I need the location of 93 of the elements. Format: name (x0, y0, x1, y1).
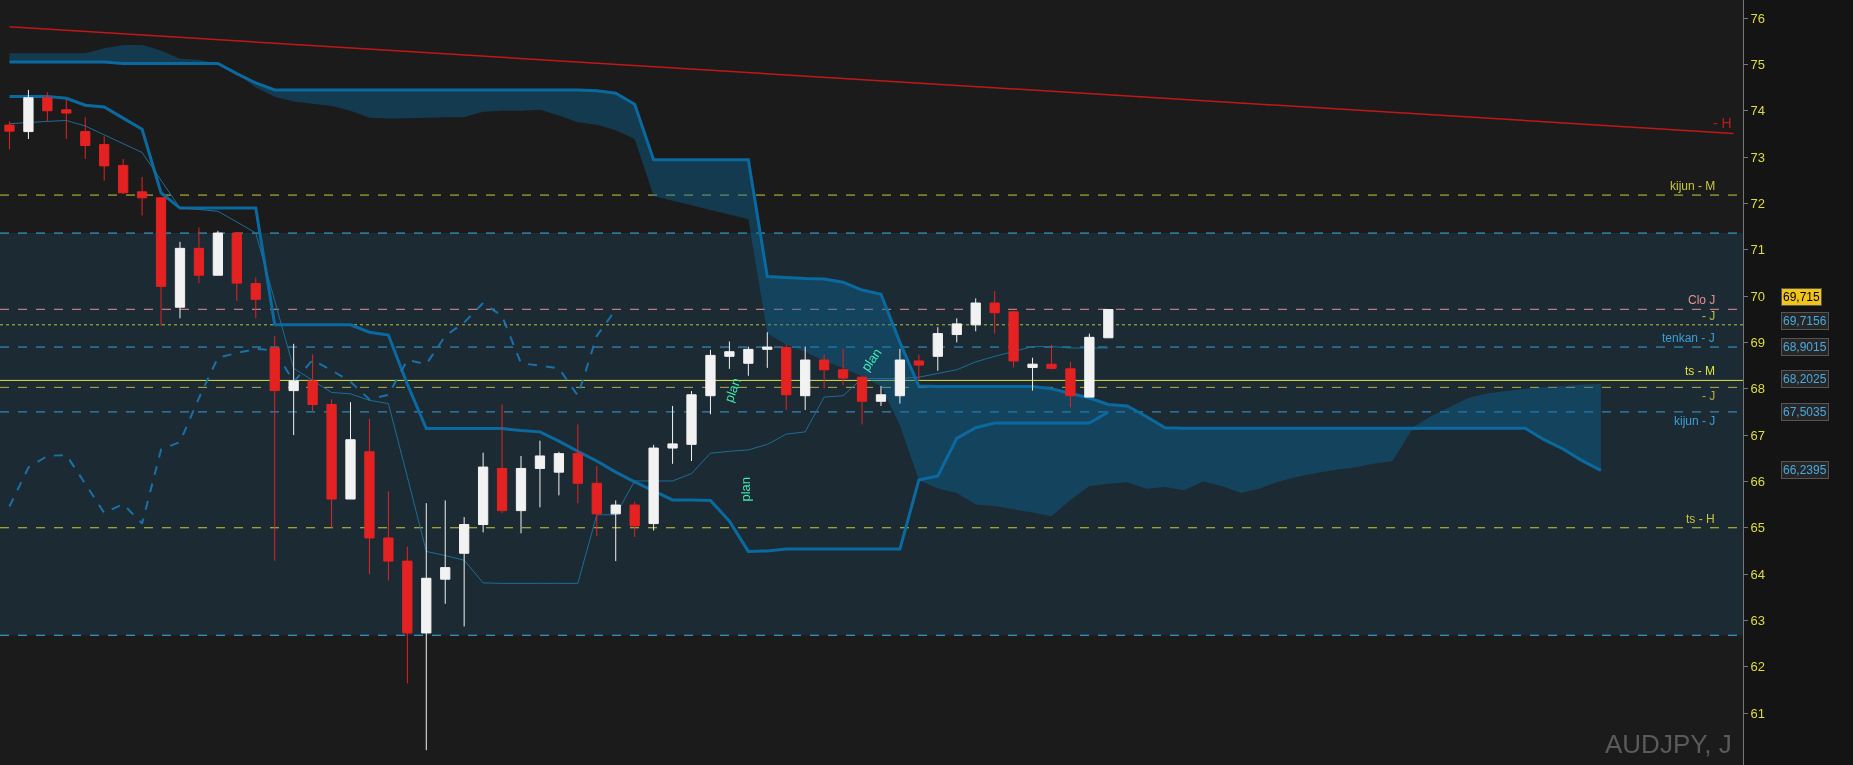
candlestick (1065, 361, 1076, 408)
candlestick (42, 91, 53, 122)
candlestick (4, 120, 15, 150)
candlestick (875, 385, 887, 407)
candlestick (477, 452, 489, 533)
candlestick (288, 343, 299, 436)
candlestick (762, 331, 773, 369)
candlestick (1008, 310, 1019, 368)
candlestick (136, 176, 148, 216)
y-tick-label: 63 (1750, 612, 1766, 628)
candlestick (591, 465, 602, 537)
text: AUDJPY, J (1605, 729, 1732, 759)
candlestick (421, 502, 432, 751)
candlestick (743, 346, 754, 377)
candlestick (610, 499, 621, 562)
candlestick (800, 346, 811, 411)
text: 66,2395 (1783, 463, 1827, 477)
candlestick (1103, 309, 1114, 339)
candlestick (932, 326, 943, 372)
y-tick-label: 66 (1750, 473, 1766, 489)
candlestick (667, 405, 678, 465)
candlestick (99, 135, 110, 182)
candlestick (1084, 333, 1095, 398)
y-tick-label: 65 (1750, 520, 1766, 536)
candlestick (174, 241, 186, 319)
candlestick (515, 455, 527, 534)
candlestick (61, 99, 72, 140)
candlestick (80, 116, 91, 160)
ref-line-label: - J (1702, 309, 1716, 323)
candlestick (686, 390, 697, 462)
candlestick (440, 499, 451, 605)
candlestick (212, 230, 224, 276)
candlestick (155, 197, 167, 327)
y-tick-label: 71 (1750, 242, 1766, 258)
y-tick-label: 69 (1750, 334, 1766, 350)
text: 67,5035 (1783, 405, 1827, 419)
y-tick-label: 64 (1750, 566, 1766, 582)
candlestick (326, 398, 337, 529)
candlestick (250, 277, 261, 319)
candlestick (951, 317, 962, 343)
candlestick (307, 353, 318, 412)
candlestick (118, 158, 129, 195)
candlestick (648, 444, 659, 532)
ref-line-label: kijun - M (1670, 179, 1716, 193)
candlestick (402, 546, 413, 684)
annotation: plan (721, 375, 744, 405)
y-tick-label: 74 (1750, 103, 1766, 119)
annotation: plan (738, 477, 754, 502)
candlestick (345, 401, 356, 500)
y-tick-label: 61 (1750, 705, 1766, 721)
candlestick (459, 516, 470, 627)
candlestick (837, 348, 849, 386)
candlestick (364, 418, 375, 575)
candlestick (724, 340, 735, 370)
text: 69,7156 (1783, 314, 1827, 328)
candlestick (1027, 357, 1038, 392)
y-tick-label: 72 (1750, 195, 1766, 211)
ref-line-label: ts - H (1686, 512, 1715, 526)
y-tick-label: 75 (1750, 56, 1766, 72)
candlestick (553, 451, 565, 496)
y-tick-label: 67 (1750, 427, 1766, 443)
text: 69,715 (1783, 290, 1821, 304)
candlestick (534, 440, 546, 508)
candlestick (572, 423, 583, 504)
series-label: - H (1713, 115, 1732, 131)
candlestick (269, 335, 280, 562)
y-tick-label: 62 (1750, 659, 1766, 675)
ref-line-label: ts - M (1685, 364, 1715, 378)
y-tick-label: 73 (1750, 149, 1766, 165)
candlestick (818, 353, 830, 389)
candlestick (781, 344, 792, 411)
candlestick (629, 501, 640, 538)
ref-line-label: - J (1702, 389, 1716, 403)
text: 68,2025 (1783, 372, 1827, 386)
candlestick (231, 231, 242, 302)
y-tick-label: 76 (1750, 10, 1766, 26)
candlestick (383, 490, 394, 582)
candlestick (913, 353, 925, 382)
y-tick-label: 70 (1750, 288, 1766, 304)
ref-line-label: kijun - J (1674, 414, 1716, 428)
candlestick (989, 290, 1000, 335)
y-tick-label: 68 (1750, 381, 1766, 397)
candlestick (894, 348, 906, 405)
candlestick (193, 227, 205, 284)
candlestick (970, 297, 981, 332)
ref-line-label: tenkan - J (1662, 331, 1715, 345)
candlestick (856, 375, 868, 425)
candlestick (496, 404, 508, 514)
candlestick (705, 349, 716, 415)
ref-line-label: Clo J (1688, 293, 1716, 307)
candlestick (1046, 344, 1057, 370)
text: 68,9015 (1783, 340, 1827, 354)
candlestick (23, 89, 34, 140)
